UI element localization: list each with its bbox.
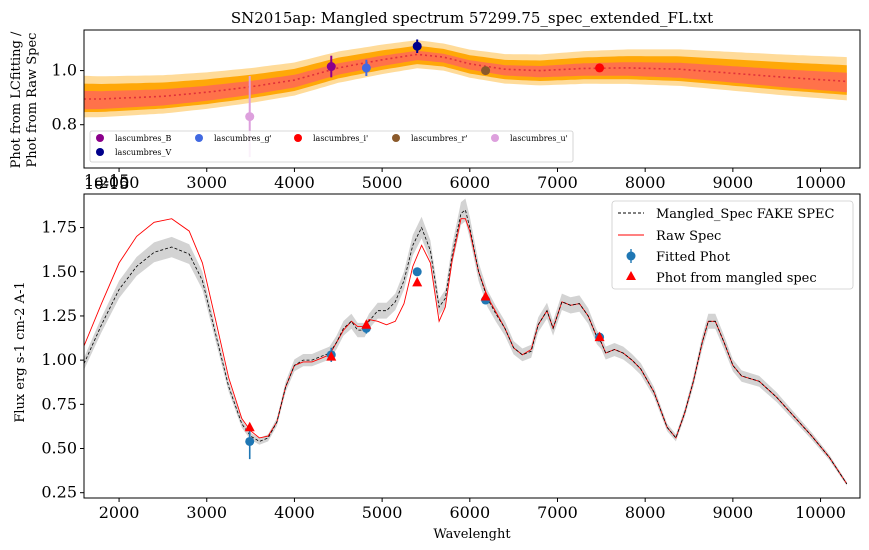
ratio-legend: lascumbres_B lascumbres_V lascumbres_g' las… (89, 130, 574, 163)
ratio-title: SN2015ap: Mangled spectrum 57299.75_spec… (231, 9, 713, 27)
ratio-legend-label: lascumbres_B (115, 134, 171, 143)
spectrum-xtick-label: 10000 (795, 503, 846, 522)
ratio-ytick-label: 0.8 (52, 115, 77, 134)
ratio-ylabel-line1: Phot from LCfitting / (9, 31, 24, 168)
spectrum-ytick-label: 1.25 (41, 306, 77, 325)
spectrum-legend-label: Fitted Phot (656, 250, 731, 265)
ratio-legend-label: lascumbres_r' (411, 134, 467, 143)
ratio-point (412, 41, 422, 51)
spectrum-ytick-label: 0.25 (41, 483, 77, 502)
spectrum-ylabel: Flux erg s-1 cm-2 A-1 (13, 281, 28, 422)
spectrum-ytick-label: 0.50 (41, 439, 77, 458)
ratio-axes-frame (83, 29, 861, 169)
ratio-legend-label: lascumbres_i' (313, 134, 368, 143)
legend-mangled-phot-swatch (626, 271, 636, 280)
ratio-uncertainty-bands (84, 40, 847, 118)
ratio-x-ticks: 2000 3000 4000 5000 6000 7000 8000 9000 10000 (99, 168, 846, 192)
spectrum-legend-label: Raw Spec (656, 229, 721, 244)
spectrum-xtick-label: 6000 (449, 503, 490, 522)
mangled-phot-triangle (412, 276, 423, 287)
ratio-point (326, 62, 336, 72)
mangled-phot-triangle (480, 291, 491, 301)
fitted-phot-point (412, 267, 422, 277)
spectrum-panel: 2000 3000 4000 5000 6000 7000 8000 9000 10000 0.… (13, 171, 861, 542)
mangled-phot-triangle (326, 351, 337, 361)
spectrum-xtick-label: 8000 (625, 503, 666, 522)
legend-fitted-swatch (626, 251, 636, 261)
spectrum-legend-label: Mangled_Spec FAKE SPEC (656, 207, 835, 222)
spectrum-legend: Mangled_Spec FAKE SPEC Raw Spec Fitted Pho… (611, 200, 854, 290)
ratio-point (481, 66, 491, 76)
ratio-xtick-label: 5000 (362, 173, 403, 192)
spectrum-x-ticks: 2000 3000 4000 5000 6000 7000 8000 9000 10000 (99, 498, 846, 522)
ratio-legend-label: lascumbres_u' (510, 134, 568, 143)
spectrum-xtick-label: 4000 (274, 503, 315, 522)
spectrum-ytick-label: 1.75 (41, 218, 77, 237)
ratio-legend-marker (294, 134, 302, 142)
ratio-legend-marker (96, 134, 104, 142)
ratio-legend-label: lascumbres_V (115, 148, 171, 157)
ratio-point (361, 63, 371, 73)
fitted-phot-point (245, 436, 255, 446)
spectrum-ytick-label: 1.00 (41, 350, 77, 369)
ratio-legend-label: lascumbres_g' (214, 134, 272, 143)
ratio-ylabel-line2: Phot from Raw Spec (25, 33, 40, 168)
ratio-point (245, 112, 255, 122)
ratio-legend-marker (392, 134, 400, 142)
ratio-xtick-label: 10000 (795, 173, 846, 192)
ratio-legend-box (89, 130, 574, 163)
ratio-legend-marker (96, 148, 104, 156)
ratio-x-offset-label: 1e-15 (84, 174, 129, 193)
ratio-curve (84, 53, 847, 100)
spectrum-xtick-label: 9000 (712, 503, 753, 522)
ratio-xtick-label: 9000 (712, 173, 753, 192)
ratio-panel: SN2015ap: Mangled spectrum 57299.75_spec… (9, 9, 861, 193)
ratio-point (595, 63, 605, 73)
spectrum-xtick-label: 5000 (362, 503, 403, 522)
mangled-phot-triangle (361, 319, 372, 329)
spectrum-y-ticks: 0.25 0.50 0.75 1.00 1.25 1.50 1.75 (41, 218, 84, 502)
spectrum-legend-label: Phot from mangled spec (656, 271, 817, 286)
spectrum-axes-frame (83, 193, 861, 499)
ratio-xtick-label: 4000 (274, 173, 315, 192)
ratio-ytick-label: 1.0 (52, 61, 77, 80)
mangled-phot-triangle (594, 331, 605, 342)
spectrum-xtick-label: 2000 (99, 503, 140, 522)
spectrum-ytick-label: 1.50 (41, 262, 77, 281)
spectrum-x-offset-label: 1e-15 (84, 171, 129, 190)
mangled-spec-line (83, 209, 848, 485)
spectrum-points (244, 267, 605, 460)
ratio-xtick-label: 7000 (537, 173, 578, 192)
spectrum-ytick-label: 0.75 (41, 394, 77, 413)
ratio-xtick-label: 8000 (625, 173, 666, 192)
spectrum-xtick-label: 7000 (537, 503, 578, 522)
ratio-band-red (84, 50, 847, 110)
ratio-legend-marker (195, 134, 203, 142)
ratio-xtick-label: 2000 (99, 173, 140, 192)
spectrum-legend-box (611, 200, 854, 290)
ratio-xtick-label: 3000 (186, 173, 227, 192)
ratio-legend-marker (491, 134, 499, 142)
spectrum-xlabel: Wavelenght (433, 527, 511, 542)
mangled-phot-triangle (244, 421, 255, 432)
ratio-xtick-label: 6000 (449, 173, 490, 192)
ratio-y-ticks: 0.8 1.0 (52, 61, 84, 134)
ratio-band-mid (84, 45, 847, 113)
spectrum-xtick-label: 3000 (186, 503, 227, 522)
